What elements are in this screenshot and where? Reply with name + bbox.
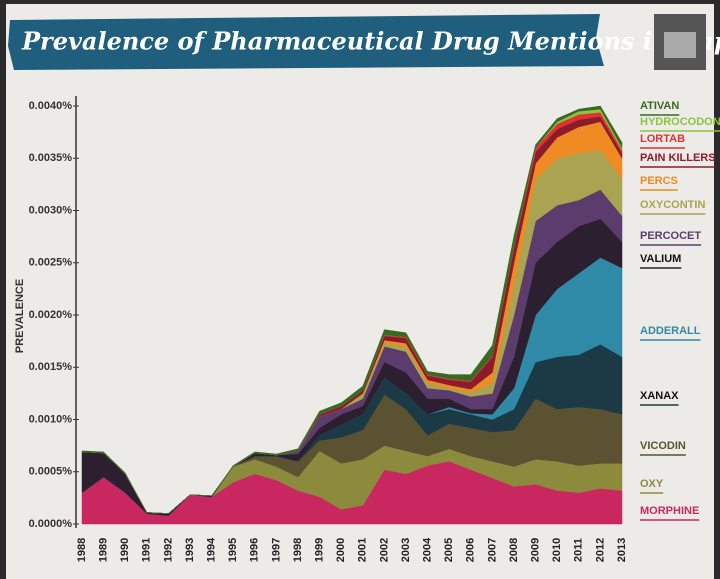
y-tick-label: 0.0030%: [29, 204, 73, 216]
legend-label: OXYCONTIN: [640, 199, 705, 211]
x-tick-label: 1997: [270, 538, 282, 562]
x-tick-label: 2004: [422, 537, 434, 562]
legend-label: HYDROCODONE: [640, 116, 720, 128]
x-tick-label: 1989: [98, 538, 110, 562]
legend-label: PAIN KILLERS: [640, 152, 716, 164]
y-tick-label: 0.0040%: [29, 100, 73, 112]
legend-label: VICODIN: [640, 440, 686, 452]
x-tick-label: 2000: [335, 538, 347, 562]
x-tick-label: 2013: [616, 538, 628, 562]
x-tick-label: 2003: [400, 538, 412, 562]
legend-label: OXY: [640, 478, 664, 490]
x-tick-label: 1999: [314, 538, 326, 562]
y-tick-label: 0.0035%: [29, 152, 73, 164]
x-tick-label: 2002: [378, 538, 390, 562]
legend-label: ATIVAN: [640, 100, 679, 112]
x-tick-label: 2009: [530, 538, 542, 562]
x-tick-label: 1998: [292, 538, 304, 562]
x-tick-label: 2008: [508, 538, 520, 562]
chart-title: Prevalence of Pharmaceutical Drug Mentio…: [21, 27, 720, 56]
y-tick-label: 0.0020%: [29, 309, 73, 321]
legend-label: MORPHINE: [640, 505, 699, 517]
logo-inner: [664, 32, 696, 58]
x-tick-label: 2010: [551, 538, 563, 562]
x-tick-label: 2007: [486, 538, 498, 562]
x-tick-label: 1996: [249, 538, 261, 562]
x-tick-label: 2001: [357, 538, 369, 562]
x-tick-label: 1991: [141, 538, 153, 562]
x-tick-label: 1993: [184, 538, 196, 562]
area: [81, 105, 623, 514]
x-tick-label: 1992: [162, 538, 174, 562]
legend-label: LORTAB: [640, 133, 685, 145]
x-tick-label: 2012: [594, 538, 606, 562]
x-tick-label: 1988: [76, 538, 88, 562]
x-tick-label: 2005: [443, 538, 455, 562]
x-tick-label: 1990: [119, 538, 131, 562]
legend-label: ADDERALL: [640, 325, 701, 337]
y-tick-label: 0.0005%: [29, 466, 73, 478]
x-tick-label: 1995: [227, 538, 239, 562]
y-tick-label: 0.0025%: [29, 257, 73, 269]
legend-label: PERCS: [640, 175, 678, 187]
x-tick-label: 2006: [465, 538, 477, 562]
legend-label: XANAX: [640, 390, 679, 402]
y-tick-label: 0.0010%: [29, 413, 73, 425]
legend-label: PERCOCET: [640, 230, 701, 242]
legend-label: VALIUM: [640, 253, 681, 265]
y-tick-label: 0.0000%: [29, 518, 73, 530]
x-tick-label: 1994: [206, 537, 218, 562]
x-tick-label: 2011: [573, 538, 585, 562]
y-tick-label: 0.0015%: [29, 361, 73, 373]
y-axis-title: PREVALENCE: [14, 279, 26, 353]
title-banner: [8, 14, 604, 70]
